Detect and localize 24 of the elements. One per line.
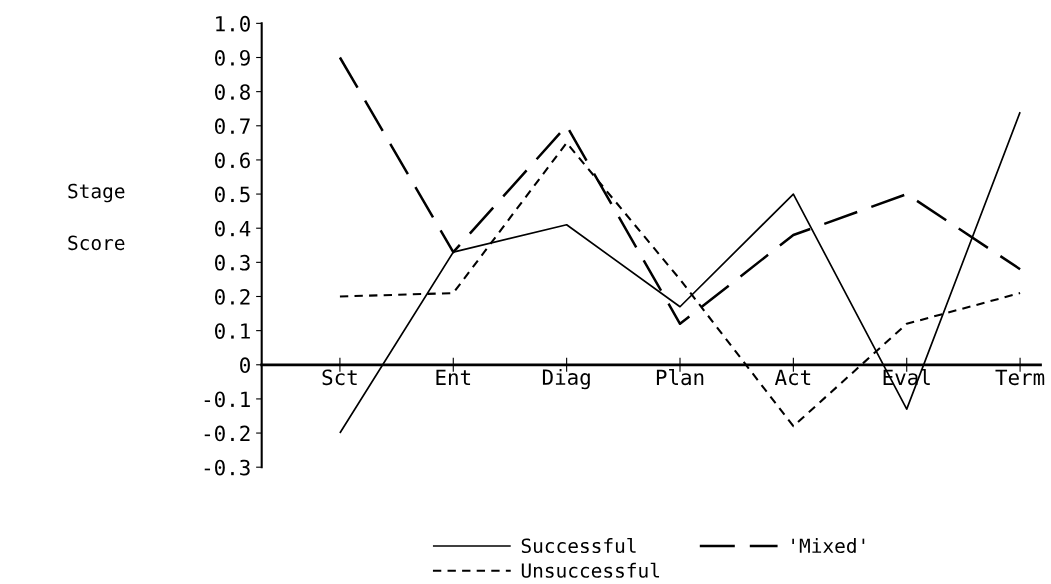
y-tick-label: 0.2: [215, 289, 250, 305]
y-tick-label: 0.1: [215, 323, 250, 339]
x-tick-label: Sct: [322, 369, 357, 386]
x-tick-label: Act: [774, 369, 811, 386]
y-tick-label: 1.0: [216, 15, 250, 32]
y-tick-label: -0.1: [204, 391, 250, 408]
legend-label: Successful: [521, 537, 636, 554]
y-tick-label: 0.7: [215, 118, 250, 135]
y-tick-label: -0.2: [204, 425, 250, 442]
legend-label: Unsuccessful: [521, 562, 660, 578]
x-tick-label: Term: [995, 369, 1045, 386]
x-tick-label: Diag: [542, 368, 590, 390]
y-tick-label: 0.9: [215, 50, 250, 66]
y-tick-label: 0.6: [215, 152, 250, 169]
x-tick-label: Plan: [656, 368, 704, 386]
x-tick-label: Ent: [436, 369, 471, 385]
y-tick-label: -0.3: [204, 459, 250, 476]
text: Stage Score: [68, 183, 125, 251]
y-tick-label: 0: [240, 357, 250, 374]
y-tick-label: 0.3: [215, 254, 250, 271]
y-tick-label: 0.5: [215, 186, 250, 203]
y-tick-label: 0.4: [215, 220, 251, 237]
legend-label: 'Mixed': [792, 538, 865, 554]
y-tick-label: 0.8: [215, 84, 250, 100]
